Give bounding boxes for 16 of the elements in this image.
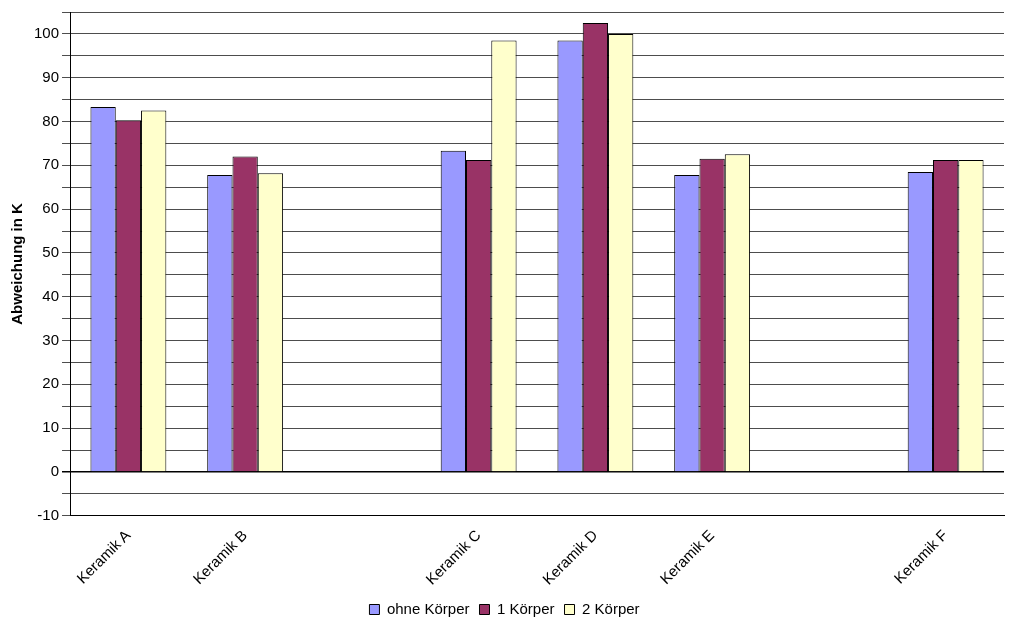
y-tick-label: 0 bbox=[50, 462, 60, 480]
y-tick-label: 20 bbox=[42, 374, 60, 392]
legend-label: ohne Körper bbox=[386, 599, 470, 617]
y-tick-label: 100 bbox=[34, 24, 60, 42]
y-tick-label: 40 bbox=[42, 286, 60, 304]
y-tick-label: 60 bbox=[42, 199, 60, 217]
y-tick-label: 70 bbox=[42, 155, 60, 173]
legend-label: 1 Körper bbox=[497, 599, 555, 617]
y-tick-label: 90 bbox=[42, 67, 60, 85]
y-tick-label: 30 bbox=[42, 330, 60, 348]
y-axis-title: Abweichung in K bbox=[8, 202, 26, 325]
y-tick-label: 80 bbox=[42, 111, 60, 129]
legend-label: 2 Körper bbox=[582, 599, 640, 617]
y-tick-label: 10 bbox=[42, 418, 60, 436]
y-tick-label: -10 bbox=[37, 505, 60, 523]
y-tick-label: 50 bbox=[42, 243, 60, 261]
